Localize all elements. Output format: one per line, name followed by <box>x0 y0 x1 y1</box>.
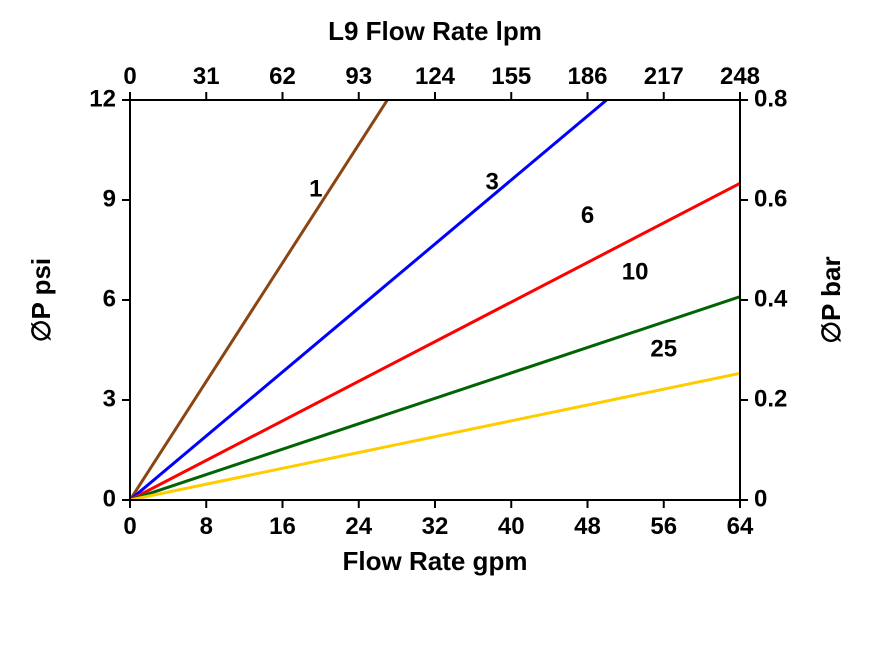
right-tick-label: 0.2 <box>754 385 787 412</box>
series-label-6: 6 <box>581 202 594 229</box>
bottom-tick-label: 0 <box>123 513 136 540</box>
bottom-tick-label: 64 <box>727 513 754 540</box>
left-tick-label: 12 <box>89 85 116 112</box>
top-axis-title: L9 Flow Rate lpm <box>328 16 542 46</box>
line-chart: 0816243240485664031629312415518621724803… <box>0 0 878 646</box>
top-tick-label: 217 <box>644 63 684 90</box>
right-tick-label: 0 <box>754 485 767 512</box>
top-tick-label: 186 <box>567 63 607 90</box>
top-tick-label: 155 <box>491 63 531 90</box>
top-tick-label: 62 <box>269 63 296 90</box>
right-tick-label: 0.4 <box>754 285 788 312</box>
bottom-tick-label: 48 <box>574 513 601 540</box>
right-tick-label: 0.8 <box>754 85 787 112</box>
series-label-3: 3 <box>486 169 499 196</box>
top-tick-label: 93 <box>345 63 372 90</box>
bottom-tick-label: 32 <box>422 513 449 540</box>
bottom-axis-title: Flow Rate gpm <box>343 546 528 576</box>
bottom-tick-label: 8 <box>200 513 213 540</box>
chart-svg: 0816243240485664031629312415518621724803… <box>0 0 878 646</box>
bottom-tick-label: 56 <box>650 513 677 540</box>
bottom-tick-label: 16 <box>269 513 296 540</box>
series-label-1: 1 <box>309 175 322 202</box>
top-tick-label: 31 <box>193 63 220 90</box>
right-axis-title: ∅P bar <box>816 256 846 343</box>
series-label-10: 10 <box>622 259 649 286</box>
left-tick-label: 3 <box>103 385 116 412</box>
bottom-tick-label: 40 <box>498 513 525 540</box>
left-tick-label: 9 <box>103 185 116 212</box>
left-tick-label: 0 <box>103 485 116 512</box>
bottom-tick-label: 24 <box>345 513 372 540</box>
top-tick-label: 124 <box>415 63 456 90</box>
left-axis-title: ∅P psi <box>26 258 56 342</box>
right-tick-label: 0.6 <box>754 185 787 212</box>
left-tick-label: 6 <box>103 285 116 312</box>
top-tick-label: 0 <box>123 63 136 90</box>
series-label-25: 25 <box>650 335 677 362</box>
